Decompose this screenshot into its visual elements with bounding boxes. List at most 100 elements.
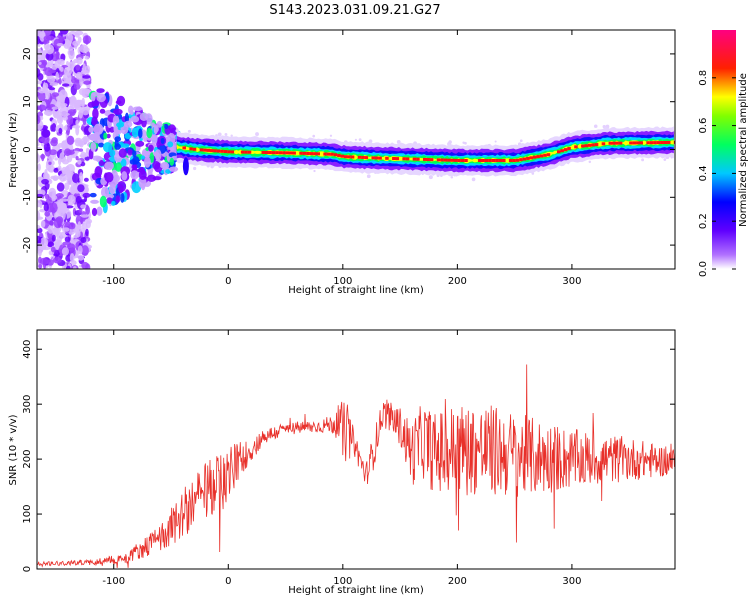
spectrogram-signal-blob — [143, 156, 151, 168]
spectrogram-faint-dot — [396, 140, 401, 144]
colorbar-tick-label: 0.2 — [698, 213, 709, 229]
spectrogram-signal-blob — [128, 105, 134, 114]
spectrogram-peak-mark — [522, 157, 527, 161]
spectrogram-noise-blob — [86, 84, 91, 89]
spectrogram-noise-blob — [83, 177, 89, 182]
spectrogram-noise-blob — [70, 75, 76, 84]
spectrogram-signal-blob — [89, 192, 97, 198]
spectrogram-noise-blob — [41, 153, 45, 162]
spectrogram-signal-blob — [115, 195, 121, 203]
spectrogram-noise-blob — [54, 157, 58, 161]
spectrogram-signal-blob — [139, 112, 149, 121]
spectrogram-y-axis-label: Frequency (Hz) — [8, 112, 19, 188]
spectrogram-signal-blob — [106, 197, 113, 204]
spectrogram-signal-blob — [93, 123, 104, 135]
snr-plot-area — [37, 364, 675, 568]
spectrogram-peak-mark — [426, 158, 430, 162]
spectrogram-signal-blob — [132, 150, 137, 158]
spectrogram-noise-blob — [75, 71, 83, 80]
spectrogram-faint-dot — [494, 140, 497, 143]
spectrogram-peak-mark — [587, 143, 592, 147]
spectrogram-noise-blob — [49, 202, 58, 213]
spectrogram-noise-blob — [43, 35, 51, 42]
snr-axes: -100 0 100 200 300 0 100 200 300 400 — [22, 330, 675, 587]
y-tick-label: 10 — [22, 95, 33, 108]
spectrogram-band-layer — [176, 136, 674, 167]
spectrogram-noise-blob — [75, 64, 81, 71]
spectrogram-peak-mark — [546, 153, 551, 157]
spectrogram-noise-blob — [49, 82, 59, 87]
spectrogram-noise-blob — [80, 214, 89, 218]
spectrogram-noise-blob — [56, 231, 63, 243]
spectrogram-peak-mark — [488, 158, 492, 162]
spectrogram-peak-mark — [519, 158, 523, 162]
spectrogram-faint-dot — [193, 166, 197, 171]
spectrogram-signal-blob — [104, 171, 114, 183]
spectrogram-signal-blob — [152, 176, 162, 181]
spectrogram-peak-mark — [481, 158, 485, 162]
spectrogram-signal-blob — [149, 152, 155, 164]
spectrogram-peak-mark — [536, 155, 540, 159]
spectrogram-peak-mark — [240, 150, 245, 154]
spectrogram-faint-dot — [312, 134, 316, 138]
spectrogram-noise-blob — [43, 203, 49, 212]
snr-series-line — [37, 364, 675, 568]
spectrogram-noise-blob — [37, 80, 43, 85]
spectrogram-peak-mark — [594, 143, 599, 147]
spectrogram-peak-mark — [395, 157, 400, 161]
spectrogram-noise-blob — [64, 236, 71, 243]
spectrogram-peak-mark — [416, 157, 420, 161]
spectrogram-faint-dot — [519, 139, 523, 143]
spectrogram-signal-blob — [91, 116, 98, 126]
spectrogram-signal-blob — [148, 144, 154, 152]
spectrogram-peak-mark — [302, 151, 307, 155]
spectrogram-signal-blob — [104, 161, 114, 171]
spectrogram-noise-blob — [79, 172, 84, 184]
spectrogram-noise-blob — [81, 108, 90, 116]
spectrogram-noise-blob — [78, 109, 83, 119]
spectrogram-faint-dot — [641, 158, 645, 162]
spectrogram-faint-dot — [187, 129, 191, 133]
spectrogram-peak-mark — [264, 151, 269, 155]
spectrogram-noise-blob — [75, 195, 82, 204]
spectrogram-noise-blob — [68, 48, 75, 60]
spectrogram-peak-mark — [629, 141, 633, 145]
x-tick-label: 300 — [562, 576, 581, 587]
spectrogram-peak-mark — [423, 157, 427, 161]
spectrogram-peak-mark — [333, 153, 338, 157]
x-tick-label: 0 — [225, 576, 231, 587]
spectrogram-noise-blob — [65, 149, 75, 155]
spectrogram-noise-blob — [55, 71, 59, 81]
spectrogram-peak-mark — [574, 145, 578, 149]
spectrogram-peak-mark — [412, 157, 417, 161]
spectrogram-peak-mark — [460, 158, 465, 162]
spectrogram-peak-mark — [402, 157, 406, 161]
spectrogram-peak-mark — [357, 155, 362, 159]
spectrogram-noise-blob — [73, 108, 77, 114]
y-tick-label: 200 — [22, 450, 33, 469]
spectrogram-peak-mark — [244, 150, 248, 154]
spectrogram-noise-blob — [53, 257, 62, 264]
spectrogram-noise-blob — [37, 235, 42, 246]
spectrogram-signal-blob — [90, 199, 99, 204]
spectrogram-noise-blob — [47, 225, 54, 234]
spectrogram-noise-blob — [37, 199, 43, 208]
spectrogram-noise-blob — [73, 80, 81, 90]
spectrogram-noise-blob — [59, 89, 68, 101]
spectrogram-signal-blob — [151, 134, 158, 145]
spectrogram-peak-mark — [268, 151, 272, 155]
spectrogram-peak-mark — [429, 158, 434, 162]
spectrogram-peak-mark — [649, 141, 654, 145]
spectrogram-noise-blob — [78, 140, 87, 146]
spectrogram-peak-mark — [581, 144, 585, 148]
x-tick-label: 100 — [333, 576, 352, 587]
spectrogram-noise-blob — [56, 43, 64, 47]
spectrogram-peak-mark — [660, 141, 664, 145]
spectrogram-signal-blob — [94, 166, 103, 178]
spectrogram-signal-blob — [121, 171, 128, 181]
spectrogram-noise-blob — [37, 193, 44, 198]
spectrogram-signal-blob — [120, 158, 127, 168]
spectrogram-noise-blob — [66, 177, 74, 186]
x-tick-label: -100 — [102, 276, 125, 287]
